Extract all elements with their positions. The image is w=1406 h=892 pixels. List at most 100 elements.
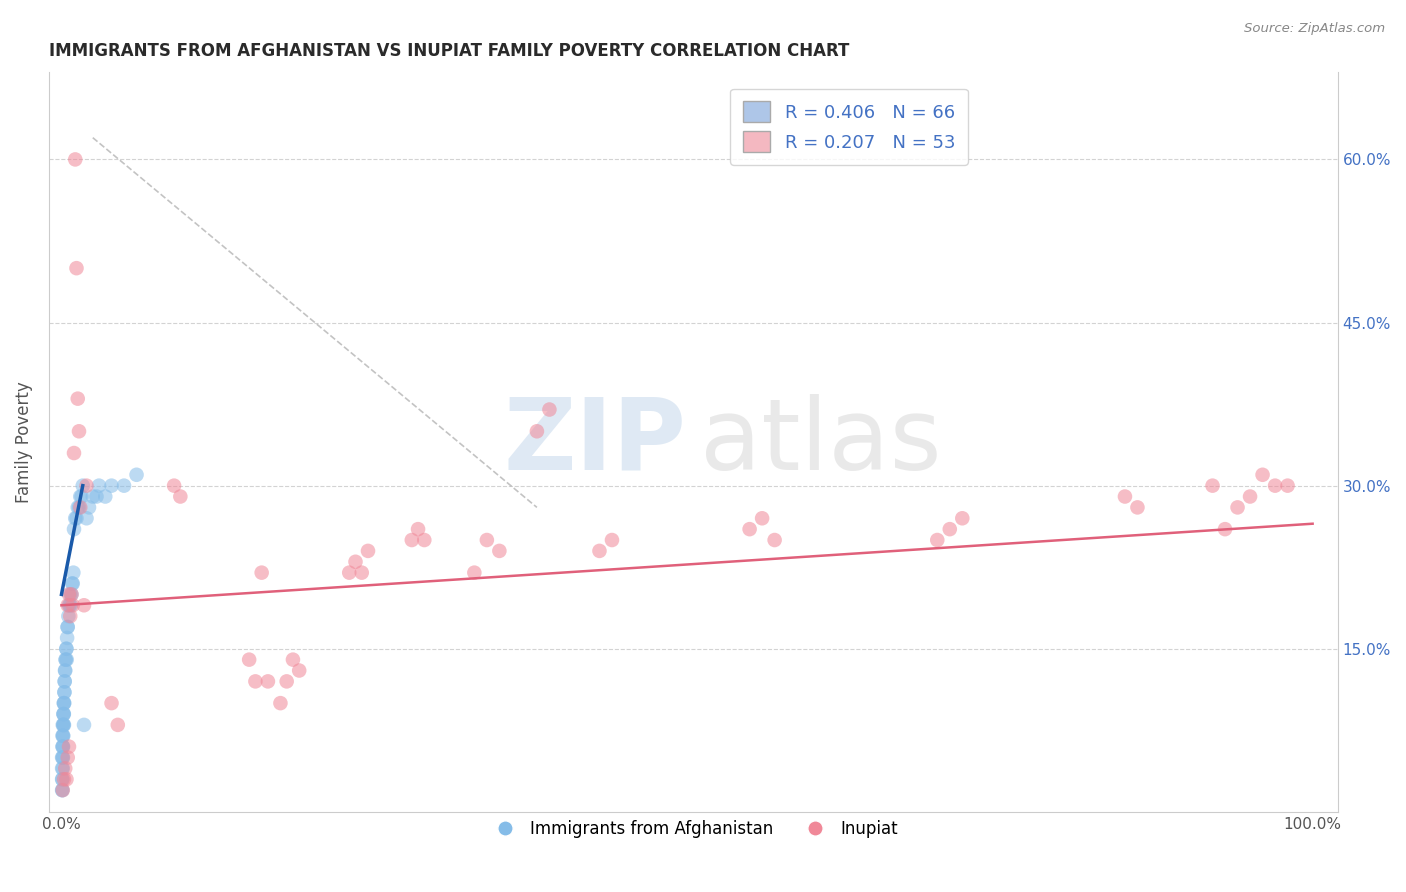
Point — [87, 478, 110, 492]
Point — [62, 576, 84, 591]
Point — [65, 511, 87, 525]
Point — [125, 467, 148, 482]
Point — [1213, 522, 1236, 536]
Point — [63, 446, 86, 460]
Point — [72, 478, 94, 492]
Point — [51, 783, 73, 797]
Point — [1114, 490, 1136, 504]
Point — [406, 522, 429, 536]
Point — [1264, 478, 1286, 492]
Point — [58, 599, 80, 613]
Point — [56, 750, 79, 764]
Point — [350, 566, 373, 580]
Point — [463, 566, 485, 580]
Point — [53, 685, 76, 699]
Point — [55, 653, 77, 667]
Point — [1277, 478, 1299, 492]
Point — [53, 772, 76, 787]
Point — [55, 653, 77, 667]
Point — [1251, 467, 1274, 482]
Point — [344, 555, 367, 569]
Point — [112, 478, 135, 492]
Point — [53, 696, 76, 710]
Point — [69, 500, 91, 515]
Point — [51, 772, 73, 787]
Point — [357, 544, 380, 558]
Point — [56, 620, 79, 634]
Point — [94, 490, 117, 504]
Point — [107, 718, 129, 732]
Point — [276, 674, 298, 689]
Point — [62, 599, 84, 613]
Point — [53, 674, 76, 689]
Point — [337, 566, 360, 580]
Point — [65, 511, 87, 525]
Point — [1126, 500, 1149, 515]
Point — [238, 653, 260, 667]
Point — [73, 599, 96, 613]
Point — [169, 490, 191, 504]
Point — [52, 729, 75, 743]
Text: Source: ZipAtlas.com: Source: ZipAtlas.com — [1244, 22, 1385, 36]
Point — [77, 500, 100, 515]
Point — [53, 664, 76, 678]
Point — [269, 696, 291, 710]
Point — [86, 490, 108, 504]
Point — [59, 599, 82, 613]
Y-axis label: Family Poverty: Family Poverty — [15, 381, 32, 503]
Point — [51, 739, 73, 754]
Point — [60, 587, 83, 601]
Point — [52, 783, 75, 797]
Point — [51, 729, 73, 743]
Point — [927, 533, 949, 547]
Point — [56, 620, 79, 634]
Point — [67, 424, 90, 438]
Legend: Immigrants from Afghanistan, Inupiat: Immigrants from Afghanistan, Inupiat — [482, 813, 904, 844]
Point — [250, 566, 273, 580]
Point — [55, 772, 77, 787]
Point — [60, 576, 83, 591]
Point — [52, 761, 75, 775]
Point — [59, 599, 82, 613]
Point — [526, 424, 548, 438]
Point — [56, 599, 79, 613]
Point — [600, 533, 623, 547]
Point — [52, 706, 75, 721]
Point — [51, 750, 73, 764]
Point — [52, 718, 75, 732]
Point — [52, 696, 75, 710]
Point — [56, 631, 79, 645]
Point — [163, 478, 186, 492]
Point — [763, 533, 786, 547]
Point — [100, 478, 122, 492]
Point — [1201, 478, 1223, 492]
Point — [51, 772, 73, 787]
Point — [51, 783, 73, 797]
Point — [59, 609, 82, 624]
Point — [100, 696, 122, 710]
Text: IMMIGRANTS FROM AFGHANISTAN VS INUPIAT FAMILY POVERTY CORRELATION CHART: IMMIGRANTS FROM AFGHANISTAN VS INUPIAT F… — [49, 42, 849, 60]
Point — [1226, 500, 1249, 515]
Point — [288, 664, 311, 678]
Point — [55, 641, 77, 656]
Point — [52, 706, 75, 721]
Point — [58, 609, 80, 624]
Point — [475, 533, 498, 547]
Point — [52, 718, 75, 732]
Point — [939, 522, 962, 536]
Point — [588, 544, 610, 558]
Point — [751, 511, 773, 525]
Point — [66, 392, 89, 406]
Point — [51, 761, 73, 775]
Point — [53, 718, 76, 732]
Point — [52, 750, 75, 764]
Point — [58, 587, 80, 601]
Point — [62, 566, 84, 580]
Point — [76, 478, 98, 492]
Point — [53, 696, 76, 710]
Point — [59, 587, 82, 601]
Point — [69, 490, 91, 504]
Point — [52, 706, 75, 721]
Point — [52, 718, 75, 732]
Point — [67, 500, 90, 515]
